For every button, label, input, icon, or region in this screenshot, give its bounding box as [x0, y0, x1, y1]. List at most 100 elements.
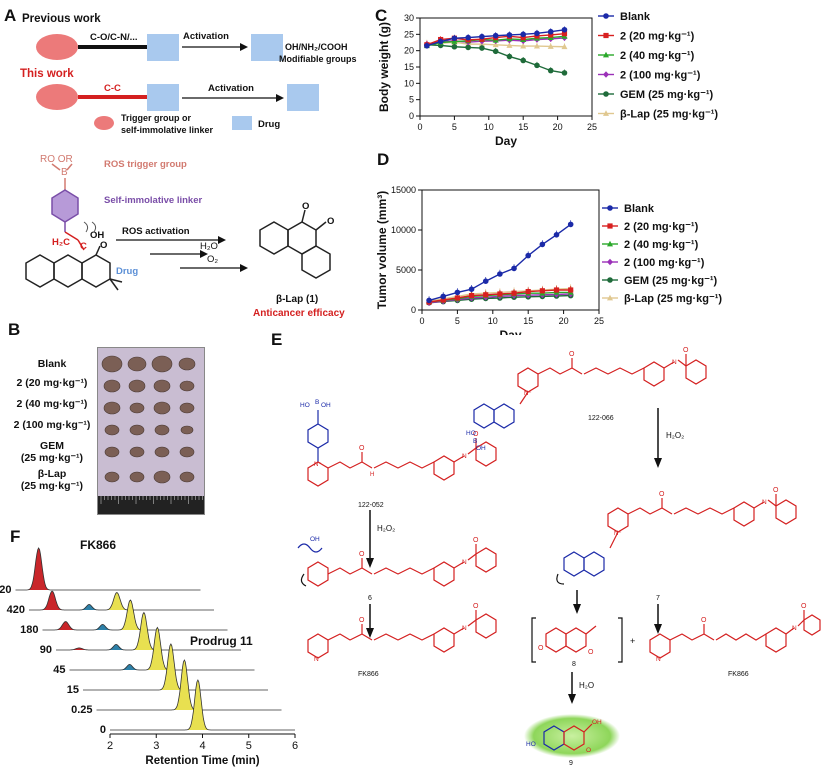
- y-tick-label: 0: [411, 305, 416, 315]
- e-piperidine-n1: N: [462, 453, 467, 460]
- label-122-052: 122-052: [358, 502, 384, 509]
- prodrug-structure: RO OR B H₂C C OH O: [25, 154, 123, 291]
- beta-lap-o1: O: [302, 201, 309, 212]
- x-tick-label: 20: [553, 122, 563, 132]
- e-amide-o1: O: [359, 445, 365, 452]
- ros-activation-label: ROS activation: [122, 226, 190, 237]
- tumor-sample: [178, 357, 196, 371]
- panel-a-scheme: Previous work C-O/C-N/... Activation OH/…: [20, 13, 357, 319]
- e-benzoyl-o2: O: [473, 537, 479, 544]
- tumor-sample: [104, 471, 120, 483]
- trigger-ellipse-this: [36, 84, 78, 110]
- tumor-sample: [129, 446, 145, 458]
- legend-marker: [607, 277, 613, 283]
- panel-e-mechanism: HO B OH N⁺ O H N O 122-052 H₂O₂ OH O N: [297, 347, 821, 767]
- e-benzoyl-o3: O: [473, 603, 479, 610]
- data-point: [468, 293, 475, 299]
- x-tick-label: 5: [452, 122, 457, 132]
- modifiable-groups-line1: OH/NH₂/COOH: [285, 42, 348, 52]
- data-point: [547, 43, 554, 49]
- legend-marker: [607, 240, 613, 247]
- data-point: [492, 32, 499, 39]
- e-pyridine-n3: N: [314, 656, 319, 663]
- legend-label: 2 (40 mg·kg⁻¹): [620, 50, 695, 62]
- legend-label: β-Lap (25 mg·kg⁻¹): [624, 293, 722, 305]
- tumor-sample: [129, 424, 145, 436]
- tumor-sample: [128, 379, 146, 393]
- trace-peak: [105, 592, 129, 610]
- data-point: [479, 33, 485, 40]
- legend-marker: [607, 223, 613, 229]
- legend-marker: [607, 258, 613, 266]
- e-pyridinium-n4: N⁺: [524, 390, 532, 397]
- compound-122-052: HO B OH N⁺ O H N O: [300, 399, 497, 487]
- hplc-trace: [96, 659, 282, 711]
- y-tick-label: 0: [409, 111, 414, 121]
- methylene-label: H₂C: [52, 237, 70, 248]
- trace-peak: [40, 591, 64, 610]
- label-fk866-left: FK866: [358, 671, 379, 678]
- y-axis-label: Tumor volume (mm³): [375, 191, 389, 309]
- e-compound9-oh: OH: [592, 719, 602, 726]
- x-tick-label: 15: [518, 122, 528, 132]
- trace-line: [42, 599, 228, 631]
- data-point: [483, 292, 489, 298]
- e-boronic-oh: OH: [321, 402, 331, 409]
- e-compound9-o: O: [586, 747, 591, 754]
- legend-marker: [603, 32, 609, 39]
- data-point: [547, 67, 554, 74]
- label-8: 8: [572, 661, 576, 668]
- data-point: [440, 293, 447, 300]
- series-0: [424, 26, 568, 49]
- hydroxyl-label: OH: [90, 230, 104, 241]
- tumor-sample: [153, 379, 171, 393]
- label-fk866-right: FK866: [728, 671, 749, 678]
- data-point: [534, 30, 540, 37]
- previous-work-title: Previous work: [22, 13, 101, 25]
- e-boron-b2: B: [473, 438, 477, 445]
- tumor-sample: [101, 355, 123, 373]
- self-immolative-label: Self-immolative linker: [104, 195, 203, 206]
- e-amide-o4: O: [569, 351, 575, 358]
- legend-label: 2 (100 mg·kg⁻¹): [620, 70, 701, 82]
- legend-label: 2 (40 mg·kg⁻¹): [624, 239, 699, 251]
- trace-time-label: 90: [40, 644, 52, 656]
- data-point: [492, 41, 499, 48]
- e-amide-o6: O: [701, 617, 707, 624]
- h2o-arrowhead: [200, 250, 208, 258]
- y-tick-label: 10000: [391, 225, 416, 235]
- trace-time-label: 420: [7, 604, 25, 616]
- beta-lap-label: β-Lap (1): [276, 294, 318, 305]
- x-tick-label: 0: [419, 316, 424, 326]
- tumor-sample: [129, 471, 145, 483]
- e-amide-h1: H: [370, 472, 374, 478]
- e-benzoyl-o6: O: [801, 603, 807, 610]
- group-label-40: 2 (40 mg·kg⁻¹): [16, 398, 88, 410]
- x-tick-label: 2: [107, 740, 113, 752]
- e-quinone-oh: OH: [310, 536, 320, 543]
- panel-label-c: C: [375, 6, 388, 25]
- e-boronic-ho2: HO: [466, 430, 476, 437]
- group-label-blap-dose: (25 mg·kg⁻¹): [20, 480, 84, 492]
- e-piperidine-n2: N: [462, 559, 467, 566]
- data-point: [437, 38, 444, 45]
- tumor-group-labels: Blank 2 (20 mg·kg⁻¹) 2 (40 mg·kg⁻¹) 2 (1…: [8, 358, 96, 492]
- drug-box-this: [147, 84, 179, 111]
- tumor-sample: [127, 356, 147, 372]
- anticancer-efficacy-label: Anticancer efficacy: [253, 308, 345, 319]
- prodrug-peak-label: Prodrug 11: [190, 634, 253, 648]
- trace-line: [29, 590, 214, 611]
- legend-trigger-swatch: [94, 116, 114, 130]
- x-tick-label: 6: [292, 740, 298, 752]
- modifiable-groups-line2: Modifiable groups: [279, 54, 357, 64]
- tumor-sample: [180, 425, 194, 435]
- group-label-gem-dose: (25 mg·kg⁻¹): [20, 452, 84, 464]
- data-point: [534, 62, 540, 69]
- y-tick-label: 5: [409, 95, 414, 105]
- trace-line: [110, 679, 295, 731]
- y-tick-label: 15000: [391, 185, 416, 195]
- panel-label-d: D: [377, 150, 390, 169]
- group-label-20: 2 (20 mg·kg⁻¹): [16, 377, 88, 389]
- o2-arrowhead: [240, 264, 248, 272]
- group-label-100: 2 (100 mg·kg⁻¹): [13, 419, 91, 431]
